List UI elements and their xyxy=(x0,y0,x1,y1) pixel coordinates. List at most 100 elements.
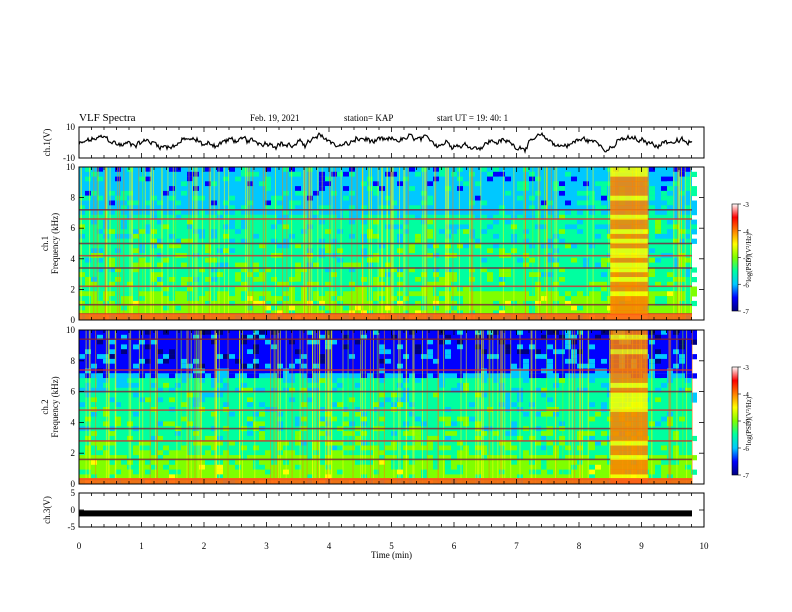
spectrogram-cell xyxy=(133,224,139,230)
spectrogram-cell xyxy=(235,397,241,403)
spectrogram-cell xyxy=(145,373,151,379)
spectrogram-cell xyxy=(655,257,661,263)
spectrogram-cell xyxy=(547,286,553,292)
spectrogram-cell xyxy=(451,354,457,360)
spectrogram-cell xyxy=(451,267,457,273)
x-tick-label: 1 xyxy=(139,541,144,551)
spectrogram-cell xyxy=(157,334,163,340)
spectrogram-cell xyxy=(667,195,673,201)
spectrogram-cell xyxy=(241,378,247,384)
spectrogram-cell xyxy=(409,300,415,307)
spectrogram-cell xyxy=(109,358,115,365)
colorbar-label: log(PSD)(V²/Hz) xyxy=(745,396,753,445)
spectrogram-cell xyxy=(673,421,679,427)
spectrogram-cell xyxy=(259,459,265,466)
spectrogram-cell xyxy=(601,281,607,287)
spectrogram-cell xyxy=(583,210,589,216)
spectrogram-cell xyxy=(175,214,181,220)
spectrogram-cell xyxy=(589,176,595,182)
spectrogram-cell xyxy=(505,219,511,225)
spectrogram-cell xyxy=(523,392,529,398)
spectrogram-cell xyxy=(187,262,193,268)
spectrogram-cell xyxy=(187,455,193,461)
y-tick-label: 0 xyxy=(71,479,76,489)
spectrogram-cell xyxy=(223,233,229,240)
spectrogram-cell xyxy=(505,445,511,451)
spectrogram-streak xyxy=(510,330,512,484)
spectrogram-cell xyxy=(667,229,673,235)
spectrogram-cell xyxy=(541,373,547,379)
spectrogram-cell xyxy=(481,257,487,263)
spectrogram-cell xyxy=(139,431,145,437)
spectrogram-cell xyxy=(571,397,577,403)
spectrogram-cell xyxy=(415,310,421,316)
spectrogram-cell xyxy=(685,176,691,182)
spectrogram-cell xyxy=(541,450,547,456)
spectrogram-cell xyxy=(451,238,457,244)
spectrogram-cell xyxy=(343,210,349,216)
spectrogram-streak xyxy=(274,330,276,484)
spectrogram-cell xyxy=(667,402,673,408)
spectrogram-cell xyxy=(385,464,391,470)
spectrogram-cell xyxy=(439,474,445,480)
spectrogram-cell xyxy=(451,277,457,283)
spectrogram-cell xyxy=(457,373,463,379)
spectrogram-cell xyxy=(277,300,283,307)
spectrogram-cell xyxy=(133,171,139,177)
spectrogram-cell xyxy=(427,445,433,451)
event-band-cell xyxy=(610,195,648,201)
spectrogram-cell xyxy=(355,262,361,268)
spectrogram-cell xyxy=(583,300,589,307)
event-band-cell xyxy=(610,378,648,384)
spectrogram-cell xyxy=(235,421,241,427)
spectrogram-streak xyxy=(670,330,672,484)
spectrogram-cell xyxy=(91,378,97,384)
spectrogram-cell xyxy=(409,358,415,365)
spectrogram-cell xyxy=(343,195,349,201)
spectrogram-streak xyxy=(314,330,316,484)
spectrogram-cell xyxy=(331,238,337,244)
spectrogram-cell xyxy=(283,277,289,283)
spectrogram-cell xyxy=(595,334,601,340)
spectrogram-cell xyxy=(187,291,193,297)
spectrogram-cell xyxy=(325,267,331,273)
spectrogram-cell xyxy=(451,402,457,408)
start-time-label: start UT = 19: 40: 1 xyxy=(437,113,509,123)
spectrogram-cell xyxy=(163,411,169,417)
event-band-cell xyxy=(610,392,648,398)
spectrogram-cell xyxy=(85,195,91,201)
spectrogram-cell xyxy=(349,334,355,340)
spectrogram-cell xyxy=(331,387,337,393)
spectrogram-cell xyxy=(547,267,553,273)
spectrogram-cell xyxy=(571,200,577,206)
spectrogram-cell xyxy=(547,440,553,446)
spectrogram-cell xyxy=(559,200,565,206)
spectrogram-cell xyxy=(409,459,415,466)
spectrogram-cell xyxy=(415,431,421,437)
spectrogram-cell xyxy=(679,305,685,311)
spectrogram-cell xyxy=(679,402,685,408)
spectrogram-cell xyxy=(589,210,595,216)
spectrogram-cell xyxy=(439,195,445,201)
spectrogram-cell xyxy=(679,277,685,283)
spectrogram-cell xyxy=(571,176,577,182)
spectrogram-cell xyxy=(331,339,337,345)
spectrogram-cell xyxy=(379,397,385,403)
spectrogram-cell xyxy=(583,181,589,187)
event-band-cell xyxy=(610,300,648,307)
spectrogram-cell xyxy=(409,243,415,249)
spectrogram-cell xyxy=(217,205,223,211)
spectrogram-cell xyxy=(115,416,121,422)
spectrogram-cell xyxy=(187,382,193,389)
event-band-cell xyxy=(610,214,648,220)
spectrogram-streak xyxy=(373,330,374,484)
spectrogram-cell xyxy=(307,411,313,417)
spectrogram-cell xyxy=(373,181,379,187)
spectrogram-cell xyxy=(421,229,427,235)
spectrogram-cell xyxy=(187,305,193,311)
spectrogram-cell xyxy=(451,469,457,475)
spectrogram-cell xyxy=(79,358,85,365)
spectrogram-cell xyxy=(217,435,223,442)
spectrogram-streak xyxy=(142,330,144,484)
y-axis-label: ch.3(V) xyxy=(42,496,52,524)
